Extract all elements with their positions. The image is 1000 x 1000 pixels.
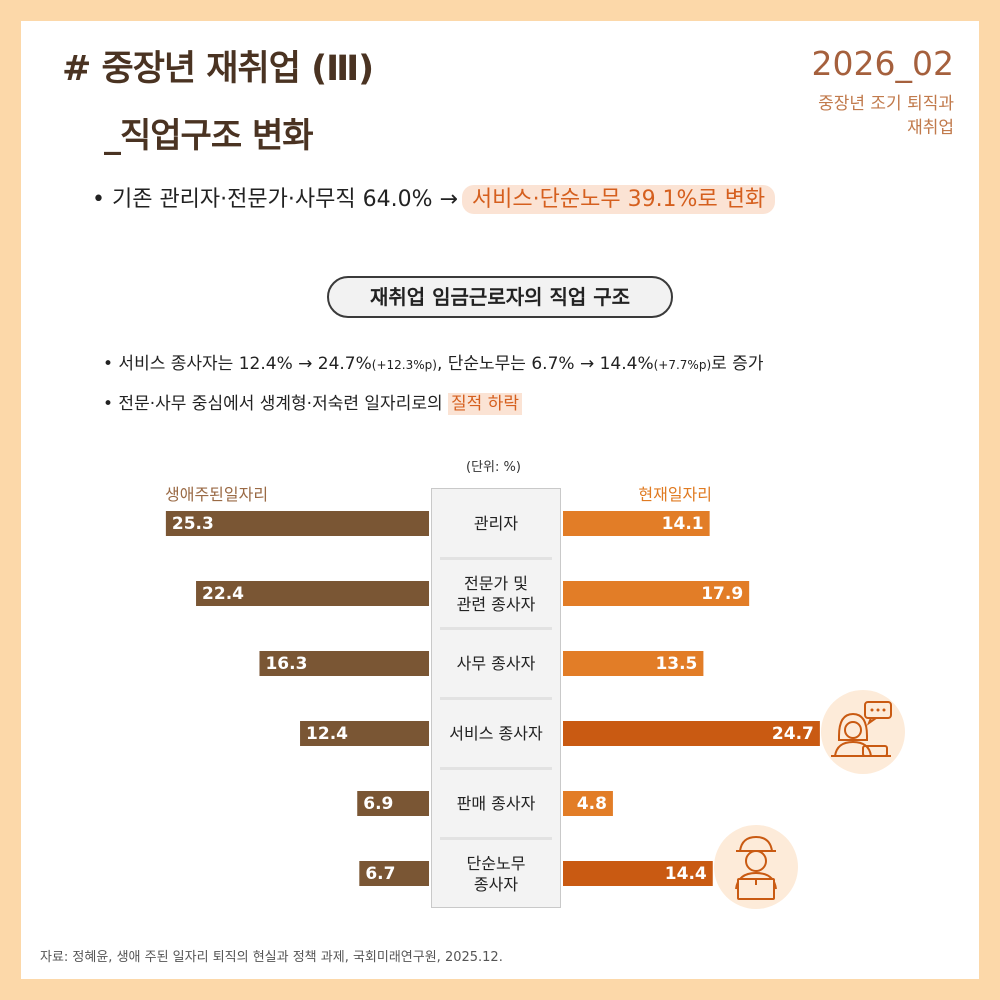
bullet-1-main: • 서비스 종사자는 12.4% → 24.7% [103, 354, 372, 374]
legend-right: 현재일자리 [638, 485, 712, 504]
category-label-5: 단순노무 종사자 [466, 853, 526, 894]
bar-left-4 [357, 791, 429, 816]
bar-left-label-4: 6.9 [363, 794, 393, 814]
unit-label: (단위: %) [466, 460, 521, 475]
lead-statement: • 기존 관리자·전문가·사무직 64.0% → 서비스·단순노무 39.1%로 … [92, 181, 776, 214]
bar-right-label-2: 13.5 [655, 654, 697, 674]
delivery-worker-icon [714, 825, 798, 909]
bullet-1: • 서비스 종사자는 12.4% → 24.7%(+12.3%p), 단순노무는… [103, 349, 763, 374]
category-label-1: 전문가 및 관련 종사자 [456, 573, 536, 614]
bullet-2-main: • 전문·사무 중심에서 생계형·저숙련 일자리로의 [103, 394, 443, 414]
bar-left-label-5: 6.7 [365, 864, 395, 884]
row-separator-0 [440, 557, 552, 560]
category-label-3: 서비스 종사자 [449, 724, 543, 743]
bar-left-2 [259, 651, 429, 676]
bar-right-4 [563, 791, 613, 816]
bar-left-3 [300, 721, 429, 746]
bar-left-0 [165, 511, 429, 536]
call-center-agent-icon [821, 690, 905, 774]
row-separator-3 [440, 767, 552, 770]
bar-right-1 [563, 581, 750, 606]
bar-right-3 [563, 721, 820, 746]
bar-left-label-3: 12.4 [306, 724, 348, 744]
bar-right-label-3: 24.7 [772, 724, 814, 744]
bullet-2-highlight: 질적 하락 [448, 393, 522, 415]
bar-right-0 [563, 511, 710, 536]
bar-right-2 [563, 651, 704, 676]
source-note: 자료: 정혜윤, 생애 주된 일자리 퇴직의 현실과 정책 과제, 국회미래연구… [40, 950, 503, 965]
bullet-1-mid: , 단순노무는 6.7% → 14.4% [436, 354, 654, 374]
legend-left: 생애주된일자리 [165, 485, 269, 504]
category-label-4: 판매 종사자 [456, 794, 536, 813]
row-separator-4 [440, 837, 552, 840]
bar-left-label-0: 25.3 [172, 514, 214, 534]
section-title: 재취업 임금근로자의 직업 구조 [327, 276, 673, 318]
row-separator-2 [440, 697, 552, 700]
bar-left-5 [359, 861, 429, 886]
bar-right-label-1: 17.9 [701, 584, 743, 604]
series-tag-line1: 중장년 조기 퇴직과 [818, 94, 954, 114]
row-separator-1 [440, 627, 552, 630]
lead-prefix: • 기존 관리자·전문가·사무직 64.0% → [92, 187, 458, 212]
bar-right-label-4: 4.8 [577, 794, 607, 814]
lead-highlight: 서비스·단순노무 39.1%로 변화 [461, 185, 776, 214]
issue-date: 2026_02 [811, 44, 954, 83]
bar-left-label-1: 22.4 [202, 584, 244, 604]
category-label-2: 사무 종사자 [456, 654, 536, 673]
series-tag: 중장년 조기 퇴직과 재취업 [818, 92, 954, 140]
series-tag-line2: 재취업 [907, 118, 954, 138]
bar-left-label-2: 16.3 [265, 654, 307, 674]
bullet-1-change-labor: (+7.7%p) [653, 358, 712, 372]
bar-right-label-0: 14.1 [662, 514, 704, 534]
category-label-0: 관리자 [473, 514, 519, 533]
bullet-2: • 전문·사무 중심에서 생계형·저숙련 일자리로의 질적 하락 [103, 389, 522, 415]
bar-right-label-5: 14.4 [665, 864, 707, 884]
bullet-1-end: 로 증가 [711, 354, 764, 374]
bar-right-5 [563, 861, 713, 886]
page-title: # 중장년 재취업 (Ⅲ) [62, 49, 374, 89]
bullet-1-change-service: (+12.3%p) [371, 358, 437, 372]
bar-left-1 [196, 581, 429, 606]
page-subtitle: _직업구조 변화 [104, 116, 314, 156]
